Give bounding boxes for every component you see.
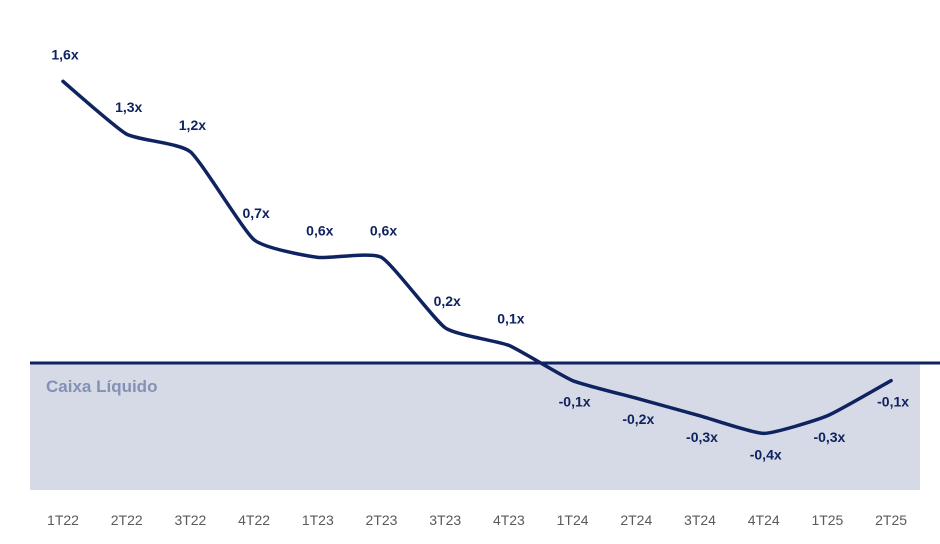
x-tick-label: 2T25 (875, 512, 907, 528)
data-label: 1,2x (179, 117, 206, 133)
data-label: -0,3x (813, 429, 845, 445)
data-label: 1,3x (115, 99, 142, 115)
x-tick-label: 2T24 (620, 512, 652, 528)
data-label: 0,6x (306, 222, 333, 238)
x-tick-label: 2T23 (366, 512, 398, 528)
data-label: -0,2x (622, 411, 654, 427)
negative-region (30, 363, 920, 490)
data-label: 0,1x (497, 310, 524, 326)
x-tick-label: 3T24 (684, 512, 716, 528)
data-labels: 1,6x 1,3x 1,2x 0,7x 0,6x 0,6x 0,2x 0,1x -0,1x -0,… (51, 46, 909, 462)
data-label: 0,7x (242, 205, 269, 221)
data-label: 0,6x (370, 222, 397, 238)
x-tick-label: 4T24 (748, 512, 780, 528)
x-tick-label: 3T23 (429, 512, 461, 528)
negative-region-label: Caixa Líquido (46, 377, 157, 396)
x-axis-ticks: 1T22 2T22 3T22 4T22 1T23 2T23 3T23 4T23 1T24 2T24… (47, 512, 907, 528)
x-tick-label: 4T23 (493, 512, 525, 528)
data-label: -0,4x (750, 446, 782, 462)
x-tick-label: 1T22 (47, 512, 79, 528)
x-tick-label: 1T25 (811, 512, 843, 528)
data-label: -0,1x (877, 394, 909, 410)
x-tick-label: 4T22 (238, 512, 270, 528)
x-tick-label: 1T24 (557, 512, 589, 528)
x-tick-label: 3T22 (174, 512, 206, 528)
data-label: 0,2x (434, 293, 461, 309)
data-label: 1,6x (51, 46, 78, 62)
series-line (61, 79, 893, 436)
data-label: -0,3x (686, 429, 718, 445)
x-tick-label: 1T23 (302, 512, 334, 528)
data-label: -0,1x (559, 394, 591, 410)
x-tick-label: 2T22 (111, 512, 143, 528)
